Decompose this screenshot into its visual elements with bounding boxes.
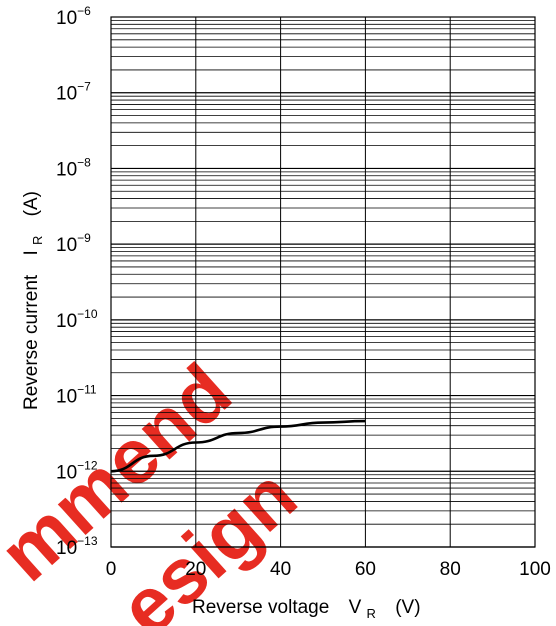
y-tick-label: 10−11 bbox=[56, 383, 97, 408]
x-tick-label: 60 bbox=[355, 559, 376, 580]
x-tick-label: 80 bbox=[440, 559, 461, 580]
x-tick-label: 20 bbox=[185, 559, 206, 580]
x-axis-title-subscript: R bbox=[367, 606, 376, 621]
y-tick-base: 10 bbox=[56, 159, 77, 180]
watermark: mmend esign bbox=[0, 347, 313, 626]
x-tick-labels: 0 20 40 60 80 100 bbox=[106, 559, 551, 580]
y-tick-exponent: −10 bbox=[77, 307, 98, 321]
y-tick-exponent: −6 bbox=[77, 4, 91, 18]
y-tick-label: 10−10 bbox=[56, 307, 98, 332]
y-tick-label: 10−12 bbox=[56, 458, 98, 483]
y-tick-base: 10 bbox=[56, 8, 77, 29]
y-tick-base: 10 bbox=[56, 387, 77, 408]
x-axis-title-main: Reverse voltage bbox=[192, 597, 329, 618]
y-tick-label: 10−13 bbox=[56, 534, 98, 559]
y-tick-exponent: −13 bbox=[77, 534, 98, 548]
grid bbox=[111, 17, 535, 548]
y-tick-exponent: −12 bbox=[77, 458, 98, 472]
y-tick-exponent: −7 bbox=[77, 80, 91, 94]
y-axis-title: Reverse current I R (A) bbox=[21, 191, 47, 410]
x-tick-label: 100 bbox=[519, 559, 551, 580]
y-axis-title-subscript: R bbox=[30, 236, 45, 245]
series-line bbox=[110, 419, 366, 473]
series-layer bbox=[110, 419, 366, 473]
y-tick-base: 10 bbox=[56, 538, 77, 559]
x-axis-title-unit: (V) bbox=[395, 597, 420, 618]
y-tick-exponent: −11 bbox=[77, 383, 97, 397]
y-tick-base: 10 bbox=[56, 84, 77, 105]
y-tick-exponent: −8 bbox=[77, 155, 91, 169]
x-tick-label: 0 bbox=[106, 559, 117, 580]
plot-frame bbox=[110, 16, 536, 548]
y-axis-title-main: Reverse current bbox=[21, 274, 42, 410]
x-axis-title-symbol: V bbox=[349, 597, 362, 618]
y-tick-base: 10 bbox=[56, 311, 77, 332]
y-axis-title-unit: (A) bbox=[21, 191, 42, 216]
y-tick-base: 10 bbox=[56, 462, 77, 483]
y-tick-label: 10−9 bbox=[56, 231, 91, 256]
x-tick-label: 40 bbox=[270, 559, 291, 580]
y-axis-title-symbol: I bbox=[21, 250, 42, 255]
y-tick-label: 10−7 bbox=[56, 80, 91, 105]
y-tick-exponent: −9 bbox=[77, 231, 91, 245]
y-tick-base: 10 bbox=[56, 235, 77, 256]
y-tick-label: 10−6 bbox=[56, 4, 91, 29]
y-tick-label: 10−8 bbox=[56, 155, 91, 180]
x-axis-title: Reverse voltage V R (V) bbox=[192, 597, 421, 623]
